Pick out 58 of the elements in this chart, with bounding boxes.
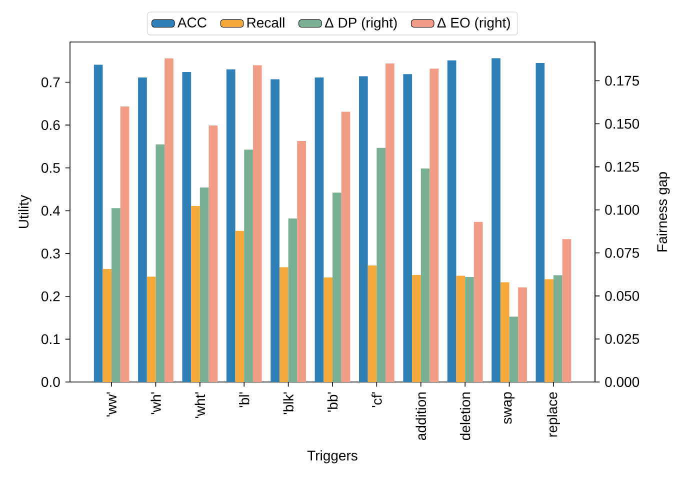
x-tick-label: replace (546, 392, 560, 437)
x-tick-label: deletion (460, 392, 470, 440)
y2-tick-label: 0.175 (605, 76, 640, 86)
x-tick-label: 'cf' (372, 392, 382, 408)
legend-label: Recall (247, 17, 284, 28)
bar (518, 287, 527, 382)
y-tick-label: 0.7 (41, 77, 60, 88)
y-tick-label: 0.5 (41, 162, 60, 173)
x-tick-label: addition (416, 392, 426, 440)
x-tick-label: 'bb' (327, 392, 338, 412)
bar (297, 140, 306, 382)
x-tick-label: 'blk' (283, 392, 294, 414)
bar (492, 58, 500, 382)
bar (403, 74, 412, 382)
bar (341, 112, 350, 382)
x-tick-label: 'wht' (194, 392, 206, 418)
y-tick-label: 0.6 (41, 120, 60, 130)
y2-tick-label: 0.100 (605, 204, 640, 215)
legend-label: Δ DP (right) (324, 17, 397, 30)
x-tick-label: swap (504, 392, 514, 424)
bar (536, 62, 545, 382)
bar (120, 106, 130, 382)
bar (430, 68, 439, 382)
y2-tick-label: 0.000 (605, 377, 640, 387)
bar (562, 239, 572, 382)
y2-tick-label: 0.025 (605, 334, 640, 344)
bar (226, 69, 236, 382)
bar (164, 58, 174, 382)
x-tick-label: 'bl' (238, 392, 250, 408)
bar (94, 64, 103, 382)
y-tick-label: 0.3 (41, 248, 60, 259)
bar (270, 79, 280, 382)
bar (376, 148, 386, 382)
y-tick-label: 0.1 (41, 334, 60, 344)
bar (386, 64, 394, 382)
y-tick-label: 0.0 (41, 377, 60, 387)
x-tick-label: 'ww' (106, 392, 116, 416)
bar (208, 125, 218, 382)
y2-tick-label: 0.050 (605, 290, 640, 301)
y2-axis-title: Fairness gap (656, 172, 670, 252)
y2-tick-label: 0.150 (605, 118, 640, 129)
y2-tick-label: 0.125 (605, 162, 640, 172)
y-tick-label: 0.2 (41, 291, 60, 302)
bar (359, 76, 368, 382)
bar (447, 60, 456, 382)
legend-label: ACC (177, 18, 206, 28)
bar (182, 72, 192, 382)
bar (138, 78, 147, 382)
x-axis-title: Triggers (307, 450, 358, 464)
bar (474, 222, 483, 382)
y2-tick-label: 0.075 (605, 248, 640, 258)
bar (252, 65, 262, 382)
y-axis-title: Utility (18, 194, 32, 228)
y-tick-label: 0.4 (41, 206, 60, 216)
bar (156, 144, 165, 382)
x-tick-label: 'wh' (150, 392, 161, 414)
bar (314, 78, 324, 382)
legend-label: Δ EO (right) (437, 17, 510, 30)
